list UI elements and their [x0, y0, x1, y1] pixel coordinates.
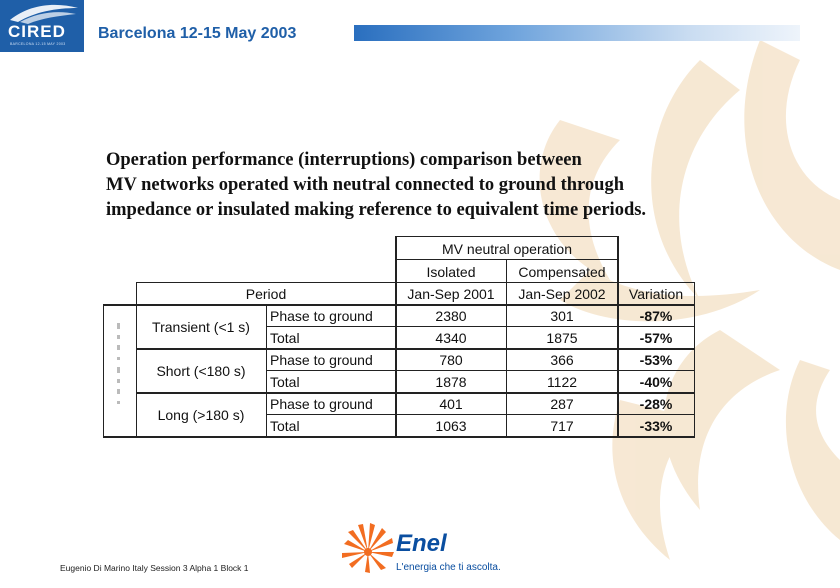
group-name: Short (<180 s)	[156, 363, 246, 379]
table-rule	[136, 282, 694, 283]
header-compensated-period: Jan-Sep 2002	[518, 286, 606, 302]
row-type: Total	[270, 374, 300, 390]
row-type: Phase to ground	[270, 396, 373, 412]
table-rule	[266, 370, 694, 371]
table-rule	[103, 436, 695, 438]
table-rule	[266, 326, 694, 327]
cell-isolated: 1878	[435, 374, 467, 390]
header-mv-neutral-operation: MV neutral operation	[442, 240, 572, 257]
cell-isolated: 780	[439, 352, 463, 368]
enel-brand-name: Enel	[396, 530, 447, 557]
header-isolated: Isolated	[426, 263, 476, 280]
group-name: Long (>180 s)	[157, 407, 245, 423]
cell-variation: -28%	[639, 396, 673, 412]
table-rule	[694, 282, 695, 437]
enel-tagline: L'energia che ti ascolta.	[396, 562, 501, 573]
cired-logo-subtext: BARCELONA 12-15 MAY 2003	[10, 42, 66, 46]
heading-line-2: MV networks operated with neutral connec…	[106, 175, 625, 195]
header-isolated-period: Jan-Sep 2001	[407, 286, 495, 302]
table-rule	[103, 304, 104, 437]
cell-variation: -57%	[639, 330, 673, 346]
header-period: Period	[245, 286, 287, 302]
table-rule	[103, 304, 695, 306]
table-rule	[136, 392, 695, 394]
header-variation: Variation	[628, 286, 684, 302]
table-rule	[266, 304, 267, 437]
table-rule	[617, 236, 619, 437]
cired-wings-icon	[10, 4, 78, 24]
table-rule	[136, 282, 137, 437]
cell-isolated: 2380	[435, 308, 467, 324]
cell-compensated: 301	[550, 308, 574, 324]
cell-compensated: 287	[550, 396, 574, 412]
faint-side-label	[117, 323, 120, 404]
cell-variation: -40%	[639, 374, 673, 390]
cell-isolated: 4340	[435, 330, 467, 346]
cired-logo-text: CIRED	[8, 22, 66, 41]
table-rule	[396, 236, 618, 237]
table-rule	[506, 259, 507, 437]
cell-compensated: 1875	[546, 330, 578, 346]
row-type: Total	[270, 330, 300, 346]
cell-isolated: 401	[439, 396, 463, 412]
table-rule	[395, 236, 397, 437]
cell-variation: -87%	[639, 308, 673, 324]
cell-compensated: 1122	[546, 374, 578, 390]
header-gradient-bar	[354, 25, 800, 41]
cell-compensated: 717	[550, 418, 574, 434]
table-rule	[396, 259, 618, 260]
table-rule	[136, 348, 695, 350]
cired-logo: CIRED BARCELONA 12-15 MAY 2003	[0, 0, 84, 52]
cell-variation: -53%	[639, 352, 673, 368]
enel-sun-icon	[342, 523, 394, 573]
table-rule	[266, 414, 694, 415]
cell-isolated: 1063	[435, 418, 467, 434]
heading-line-3: impedance or insulated making reference …	[106, 200, 647, 220]
cell-compensated: 366	[550, 352, 574, 368]
row-type: Total	[270, 418, 300, 434]
slide-heading: Operation performance (interruptions) co…	[106, 148, 726, 223]
heading-line-1: Operation performance (interruptions) co…	[106, 150, 582, 170]
cell-variation: -33%	[639, 418, 673, 434]
row-type: Phase to ground	[270, 352, 373, 368]
group-name: Transient (<1 s)	[152, 319, 250, 335]
header-title: Barcelona 12-15 May 2003	[98, 25, 297, 42]
footer-presenter: Eugenio Di Marino Italy Session 3 Alpha …	[60, 563, 249, 573]
row-type: Phase to ground	[270, 308, 373, 324]
header-compensated: Compensated	[518, 263, 606, 280]
